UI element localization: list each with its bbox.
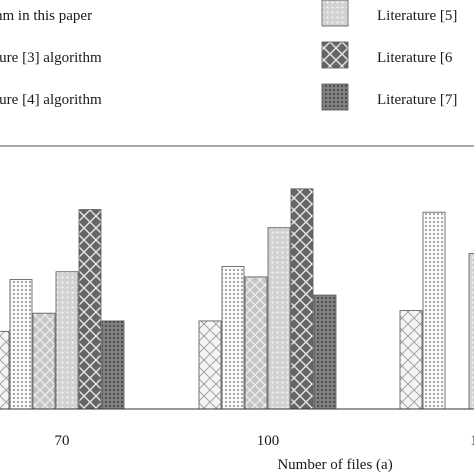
x-ticks: 70 100 1 [55, 433, 474, 449]
bar-100-series-3 [244, 276, 268, 410]
bar-100-series-4 [267, 227, 291, 410]
bar-area [0, 188, 474, 410]
legend-swatch-6 [321, 83, 349, 111]
legend-label-3: ture [4] algorithm [0, 92, 102, 108]
x-tick-label-3: 1 [470, 433, 474, 449]
bar-70-series-4 [55, 271, 79, 410]
legend: hm in this paper ture [3] algorithm ture [… [0, 0, 457, 111]
bar-100-series-2 [221, 266, 245, 410]
legend-swatch-5 [321, 41, 349, 69]
bar-1-series-1 [399, 310, 423, 410]
legend-label-4: Literature [5] [377, 8, 457, 24]
x-tick-label-2: 100 [257, 433, 280, 449]
legend-label-5: Literature [6 [377, 50, 453, 66]
x-tick-label-1: 70 [55, 433, 70, 449]
legend-label-2: ture [3] algorithm [0, 50, 102, 66]
legend-label-1: hm in this paper [0, 8, 92, 24]
bar-70-series-1 [0, 330, 10, 410]
bar-70-series-2 [9, 279, 33, 410]
bar-70-series-6 [101, 320, 125, 410]
legend-label-6: Literature [7] [377, 92, 457, 108]
bar-1-series-2 [422, 211, 446, 410]
bar-100-series-1 [198, 320, 222, 410]
bar-70-series-5 [78, 209, 102, 410]
bar-70-series-3 [32, 312, 56, 410]
bar-1-series-4 [468, 253, 474, 410]
legend-swatch-4 [321, 0, 349, 27]
bar-100-series-6 [313, 294, 337, 410]
x-axis-label: Number of files (a) [277, 457, 392, 473]
bar-100-series-5 [290, 188, 314, 410]
